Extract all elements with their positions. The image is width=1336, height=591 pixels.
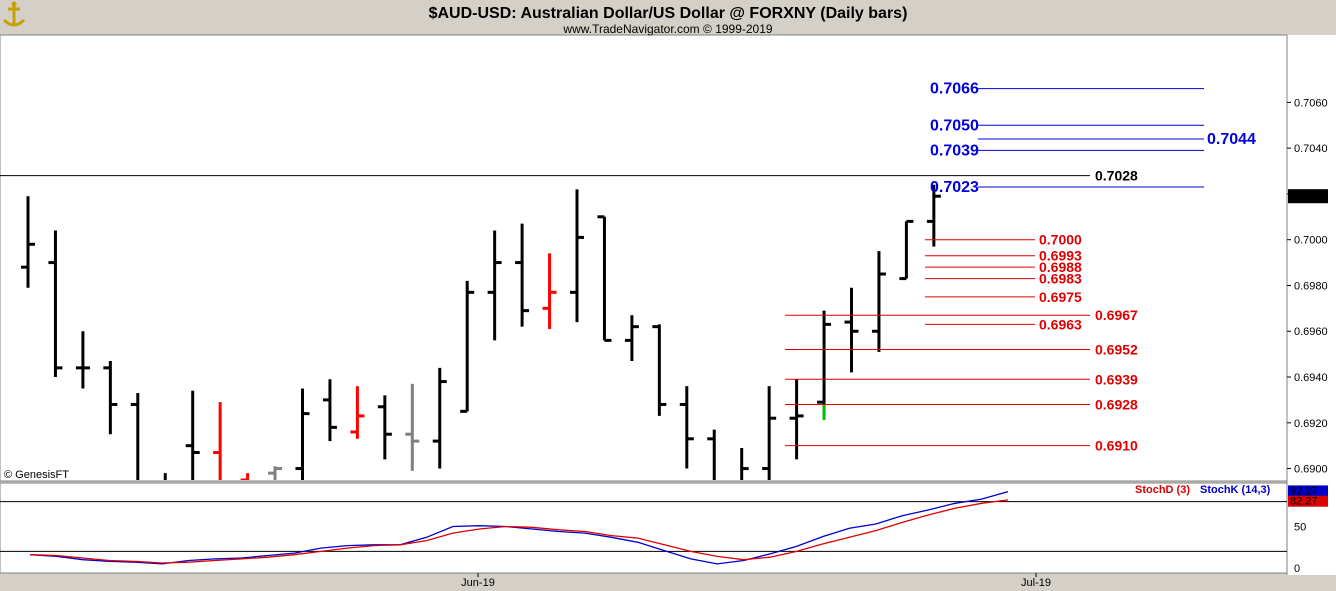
blue-level-label: 0.7066 bbox=[930, 81, 979, 98]
ohlc-bar bbox=[185, 390, 200, 480]
red-level-label: 0.6910 bbox=[1095, 438, 1138, 454]
ohlc-bar bbox=[899, 219, 914, 281]
stochk-value-box bbox=[1288, 485, 1328, 497]
chart-title: $AUD-USD: Australian Dollar/US Dollar @ … bbox=[429, 5, 908, 22]
ohlc-bar bbox=[130, 393, 140, 480]
stoch-panel bbox=[0, 482, 1288, 574]
ohlc-bar bbox=[762, 386, 777, 480]
last-price-label: 0.7019 bbox=[1290, 191, 1324, 203]
anchor-logo-icon bbox=[2, 1, 26, 27]
ohlc-bar bbox=[48, 230, 63, 378]
legend-stochk: StochK (14,3) bbox=[1200, 484, 1271, 496]
right-axis bbox=[1287, 35, 1336, 575]
price-tick-label: 0.6980 bbox=[1294, 280, 1328, 292]
price-tick-label: 0.7040 bbox=[1294, 143, 1328, 155]
red-level-label: 0.6928 bbox=[1095, 396, 1138, 412]
price-tick-label: 0.6920 bbox=[1294, 418, 1328, 430]
stochd-line bbox=[29, 499, 1009, 564]
last-price-box bbox=[1288, 189, 1328, 204]
price-panel bbox=[0, 34, 1288, 482]
ohlc-bar bbox=[268, 466, 283, 480]
price-tick-label: 0.6900 bbox=[1294, 464, 1328, 476]
date-tick-label: Jul-19 bbox=[1021, 577, 1051, 589]
blue-level-label: 0.7044 bbox=[1207, 131, 1256, 148]
ohlc-bar bbox=[844, 287, 859, 373]
blue-level-label: 0.7050 bbox=[930, 117, 979, 134]
red-level-label: 0.6988 bbox=[1039, 259, 1082, 275]
stochk-line bbox=[29, 490, 1009, 565]
ohlc-bar bbox=[350, 386, 365, 439]
ohlc-bar bbox=[487, 230, 502, 341]
blue-level-label: 0.7023 bbox=[930, 179, 979, 196]
ohlc-bar bbox=[405, 383, 420, 471]
axis-labels: 0.6900 0.6920 0.6940 0.6960 0.6980 0.7000 0.70… bbox=[461, 97, 1328, 589]
ohlc-bar bbox=[75, 331, 90, 389]
black-level-label: 0.7028 bbox=[1095, 168, 1138, 184]
red-level-label: 0.6963 bbox=[1039, 316, 1082, 332]
chart-subtitle: www.TradeNavigator.com © 1999-2019 bbox=[562, 22, 772, 36]
legend-stochd: StochD (3) bbox=[1135, 484, 1190, 496]
stochd-value-box bbox=[1288, 495, 1328, 507]
ohlc-bar bbox=[679, 386, 694, 469]
level-lines: 0.7066 0.7050 0.7044 0.7039 0.7023 0.7028 0.70… bbox=[785, 81, 1256, 454]
red-level-label: 0.6967 bbox=[1095, 307, 1138, 323]
ohlc-bar bbox=[926, 184, 941, 247]
red-level-label: 0.6939 bbox=[1095, 371, 1138, 387]
ohlc-bar bbox=[515, 223, 530, 327]
red-level-label: 0.7000 bbox=[1039, 232, 1082, 248]
date-tick-label: Jun-19 bbox=[461, 577, 495, 589]
stochd-value-label: 82.27 bbox=[1290, 496, 1318, 508]
ohlc-bar bbox=[652, 324, 667, 416]
blue-level-label: 0.7039 bbox=[930, 142, 979, 159]
ohlc-bar bbox=[103, 360, 118, 435]
stochk-value-label: 92.27 bbox=[1290, 485, 1318, 497]
stoch-tick-label: 0 bbox=[1294, 563, 1300, 575]
red-level-label: 0.6975 bbox=[1039, 289, 1082, 305]
red-level-label: 0.6952 bbox=[1095, 342, 1138, 358]
price-tick-label: 0.7000 bbox=[1294, 235, 1328, 247]
price-tick-label: 0.7060 bbox=[1294, 97, 1328, 109]
ohlc-bar bbox=[597, 215, 612, 342]
ohlc-bar bbox=[377, 395, 392, 460]
stochastic-lines bbox=[0, 490, 1287, 565]
ohlc-bar bbox=[460, 280, 475, 413]
price-tick-label: 0.6940 bbox=[1294, 372, 1328, 384]
ohlc-bar bbox=[740, 447, 749, 480]
red-level-label: 0.6983 bbox=[1039, 271, 1082, 287]
watermark: © GenesisFT bbox=[4, 469, 69, 481]
price-tick-label: 0.6960 bbox=[1294, 326, 1328, 338]
ohlc-bar bbox=[322, 379, 337, 442]
red-level-label: 0.6993 bbox=[1039, 248, 1082, 264]
ohlc-bar bbox=[295, 388, 310, 480]
ohlc-bar bbox=[213, 402, 222, 480]
ohlc-bar bbox=[707, 429, 716, 480]
ohlc-bar bbox=[432, 367, 447, 469]
ohlc-bar bbox=[542, 253, 557, 329]
ohlc-bar bbox=[817, 310, 832, 414]
ohlc-bar bbox=[871, 251, 886, 352]
ohlc-bar bbox=[624, 315, 639, 361]
ohlc-bar bbox=[21, 196, 35, 288]
stoch-tick-label: 50 bbox=[1294, 522, 1306, 534]
ohlc-bar bbox=[570, 189, 584, 323]
